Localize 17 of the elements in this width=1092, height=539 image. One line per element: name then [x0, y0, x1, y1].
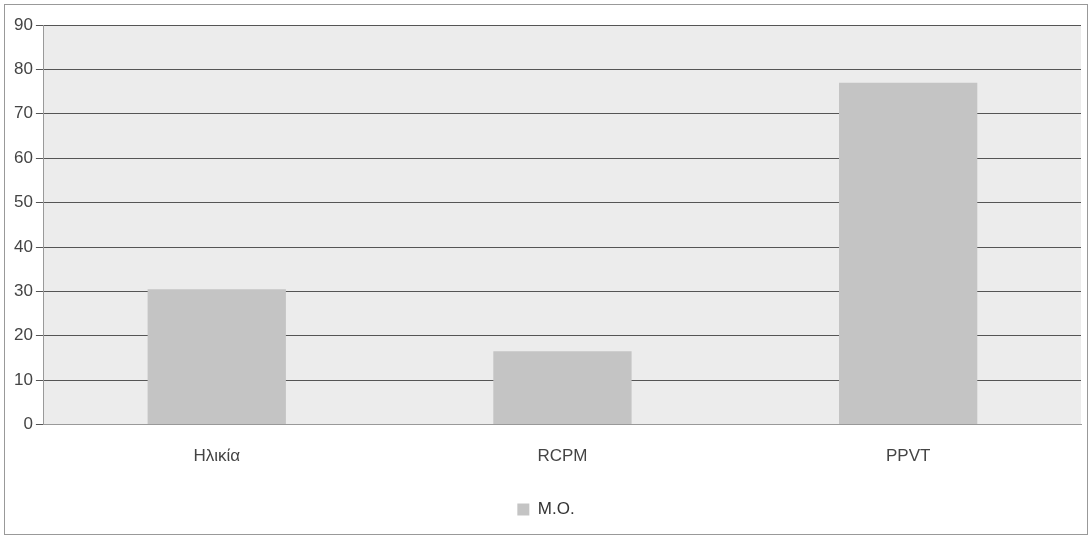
bar: [839, 82, 978, 425]
y-tick-label: 70: [13, 103, 33, 123]
y-tick-label: 80: [13, 59, 33, 79]
y-tick-label: 0: [23, 414, 33, 434]
bar: [493, 351, 632, 425]
x-tick-label: Ηλικία: [193, 446, 241, 466]
y-tick-label: 10: [13, 369, 33, 389]
y-tick-label: 90: [13, 14, 33, 34]
x-tick-label: PPVT: [885, 446, 931, 466]
x-tick-label: RCPM: [537, 446, 588, 466]
y-tick-label: 50: [13, 192, 33, 212]
y-tick-label: 20: [13, 325, 33, 345]
legend-label: M.O.: [537, 499, 575, 519]
y-tick-label: 30: [13, 281, 33, 301]
y-tick-label: 40: [13, 236, 33, 256]
bar: [147, 289, 286, 425]
y-tick-label: 60: [13, 147, 33, 167]
